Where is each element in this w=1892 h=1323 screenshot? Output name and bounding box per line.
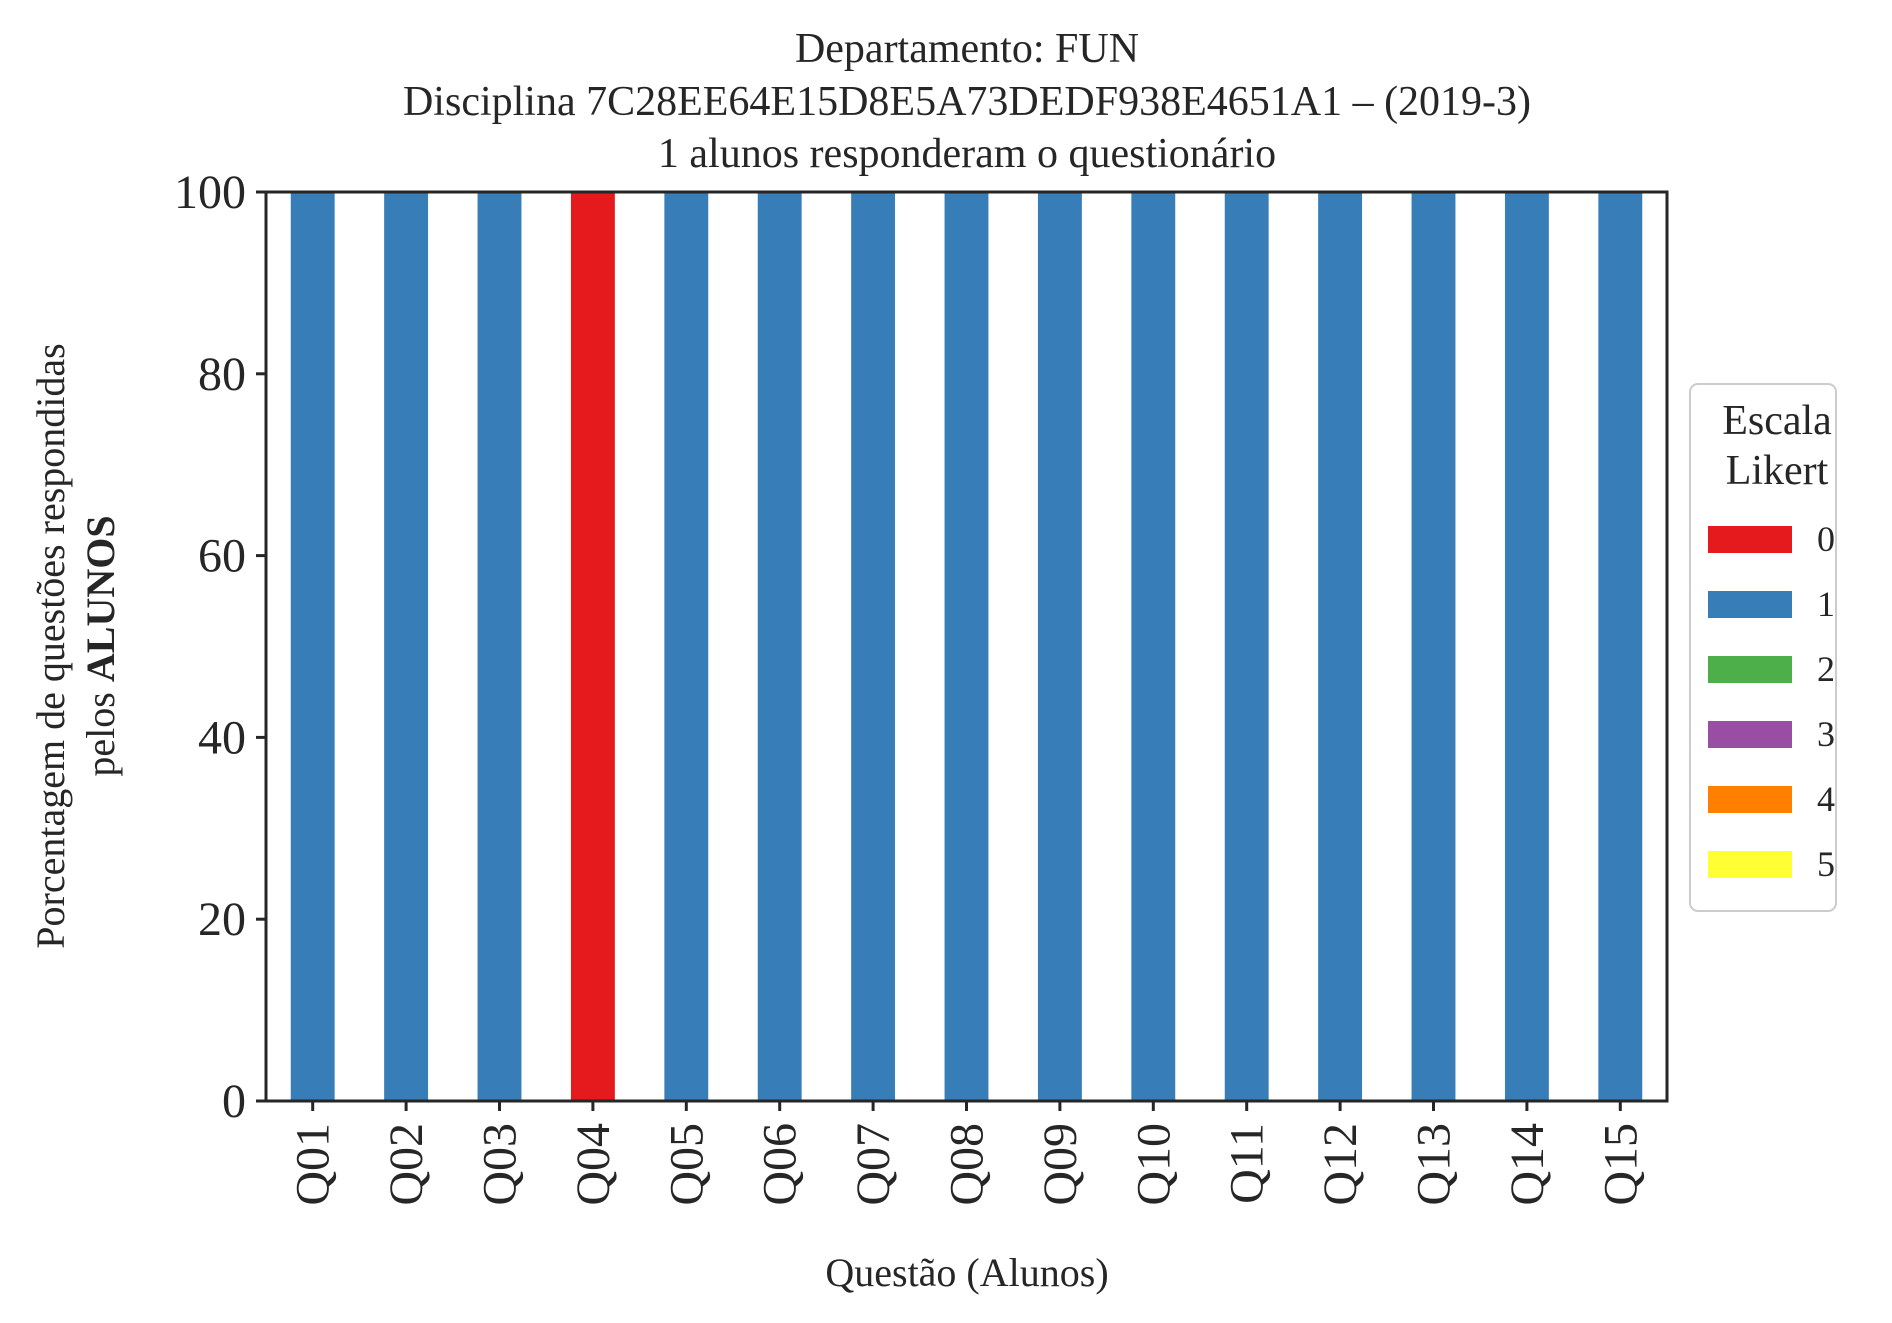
bar-q03-scale-1 xyxy=(477,192,522,1101)
legend-swatch-1 xyxy=(1708,591,1792,618)
y-tick-label: 80 xyxy=(198,348,246,401)
y-tick-label: 40 xyxy=(198,711,246,764)
plot-area-frame xyxy=(264,190,1669,1103)
bar-q01-scale-1 xyxy=(290,192,335,1101)
chart-title: Departamento: FUN Disciplina 7C28EE64E15… xyxy=(403,26,1531,177)
y-tick-label: 100 xyxy=(174,166,246,219)
legend-title-line-1: Escala xyxy=(1722,398,1832,444)
title-line-1: Departamento: FUN xyxy=(795,26,1139,72)
y-tick-label: 20 xyxy=(198,893,246,946)
x-tick-label-q07: Q07 xyxy=(847,1123,900,1206)
bar-q07-scale-1 xyxy=(851,192,896,1101)
y-tick-label: 60 xyxy=(198,530,246,583)
legend-items: 0 1 2 3 4 5 xyxy=(1708,519,1835,884)
bar-q11-scale-1 xyxy=(1224,192,1269,1101)
y-axis-label-line-2: pelos ALUNOS xyxy=(78,515,123,776)
x-tick-label-q05: Q05 xyxy=(660,1123,713,1206)
bar-q08-scale-1 xyxy=(944,192,989,1101)
x-axis-ticks: Q01 Q02 Q03 Q04 Q05 Q06 Q07 Q08 Q09 Q10 Q11 Q12 Q13 Q… xyxy=(287,1101,1647,1206)
legend-label-3: 3 xyxy=(1817,714,1835,754)
y-axis-label-bold: ALUNOS xyxy=(78,515,123,682)
title-line-2: Disciplina 7C28EE64E15D8E5A73DEDF938E465… xyxy=(403,79,1531,125)
legend-label-2: 2 xyxy=(1817,649,1835,689)
bar-q12-scale-1 xyxy=(1318,192,1363,1101)
y-axis-label: Porcentagem de questões respondidas pelo… xyxy=(28,343,123,948)
legend: Escala Likert 0 1 2 3 4 5 xyxy=(1689,383,1837,912)
y-axis-ticks: 0 20 40 60 80 100 xyxy=(174,166,266,1128)
x-tick-label-q02: Q02 xyxy=(380,1123,433,1206)
legend-title-line-2: Likert xyxy=(1726,448,1829,494)
x-tick-label-q11: Q11 xyxy=(1221,1123,1274,1204)
x-axis-label: Questão (Alunos) xyxy=(825,1250,1108,1295)
legend-swatch-0 xyxy=(1708,526,1792,553)
x-tick-label-q12: Q12 xyxy=(1314,1123,1367,1206)
bar-q06-scale-1 xyxy=(757,192,802,1101)
x-tick-label-q08: Q08 xyxy=(941,1123,994,1206)
legend-swatch-2 xyxy=(1708,656,1792,683)
bar-q10-scale-1 xyxy=(1131,192,1176,1101)
x-tick-label-q13: Q13 xyxy=(1408,1123,1461,1206)
legend-swatch-5 xyxy=(1708,851,1792,878)
bar-q04-scale-0 xyxy=(570,192,615,1101)
bar-q14-scale-1 xyxy=(1504,192,1549,1101)
bar-q15-scale-1 xyxy=(1598,192,1643,1101)
x-tick-label-q01: Q01 xyxy=(287,1123,340,1206)
legend-swatch-4 xyxy=(1708,786,1792,813)
y-tick-label: 0 xyxy=(222,1075,246,1128)
x-tick-label-q10: Q10 xyxy=(1127,1123,1180,1206)
y-axis-label-prefix: pelos xyxy=(78,682,123,776)
bar-q02-scale-1 xyxy=(384,192,429,1101)
x-tick-label-q04: Q04 xyxy=(567,1123,620,1206)
legend-label-1: 1 xyxy=(1817,584,1835,624)
bars-layer xyxy=(290,192,1643,1101)
bar-q13-scale-1 xyxy=(1411,192,1456,1101)
bar-q05-scale-1 xyxy=(664,192,709,1101)
x-tick-label-q09: Q09 xyxy=(1034,1123,1087,1206)
title-line-3: 1 alunos responderam o questionário xyxy=(658,131,1276,177)
x-tick-label-q15: Q15 xyxy=(1594,1123,1647,1206)
x-tick-label-q06: Q06 xyxy=(754,1123,807,1206)
y-axis-label-line-1: Porcentagem de questões respondidas xyxy=(28,343,73,948)
bar-q09-scale-1 xyxy=(1037,192,1082,1101)
legend-label-0: 0 xyxy=(1817,519,1835,559)
legend-label-5: 5 xyxy=(1817,844,1835,884)
legend-swatch-3 xyxy=(1708,721,1792,748)
legend-label-4: 4 xyxy=(1817,779,1835,819)
x-tick-label-q14: Q14 xyxy=(1501,1123,1554,1206)
x-tick-label-q03: Q03 xyxy=(474,1123,527,1206)
legend-box xyxy=(1689,383,1837,912)
